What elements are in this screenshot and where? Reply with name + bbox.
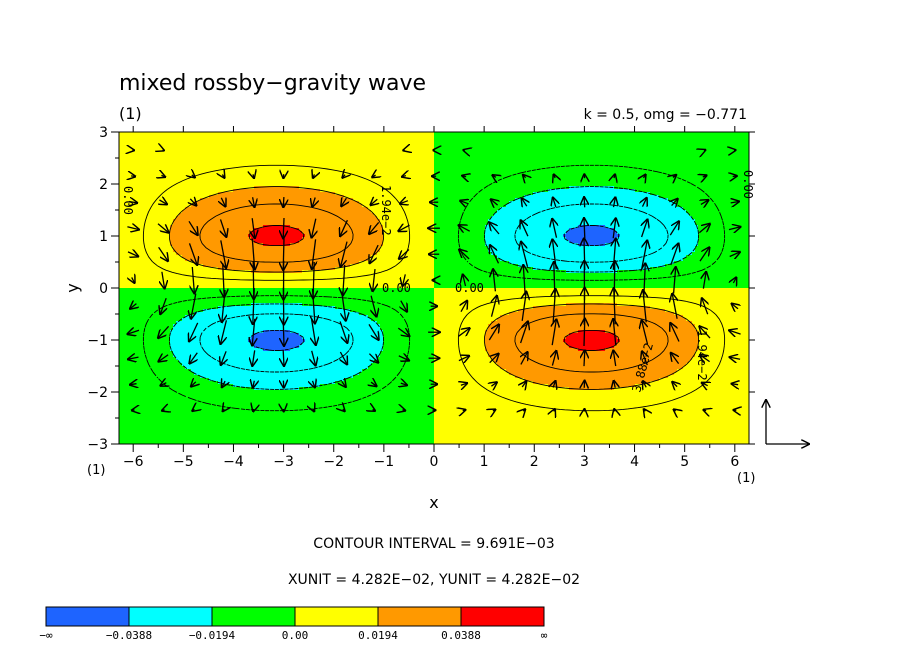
y-axis-label: y	[63, 283, 82, 292]
vector-arrow	[463, 410, 466, 411]
colorbar-tick-label: −0.0194	[189, 629, 236, 642]
vector-arrow	[163, 150, 164, 151]
y-tick-label: −1	[87, 333, 108, 349]
contour-interval-text: CONTOUR INTERVAL = 9.691E−03	[313, 536, 554, 552]
x-tick-label: −6	[123, 454, 144, 470]
y-tick-label: 1	[99, 229, 108, 245]
x-tick-label: 2	[530, 454, 539, 470]
x-tick-label: 5	[680, 454, 689, 470]
contour-label: 0.00	[455, 281, 484, 295]
vector-arrow	[131, 176, 135, 177]
x-tick-label: 1	[480, 454, 489, 470]
contour-label: 1.94e−2	[379, 185, 393, 236]
x-tick-label: −3	[273, 454, 294, 470]
vector-arrow	[584, 238, 585, 270]
colorbar-tick-label: 0.0388	[441, 629, 481, 642]
vector-arrow	[283, 350, 284, 366]
colorbar-swatch	[129, 607, 212, 626]
colorbar-tick-label: −∞	[39, 629, 53, 642]
vector-arrow	[283, 197, 284, 207]
x-tick-label: 6	[730, 454, 739, 470]
chart-title: mixed rossby−gravity wave	[119, 71, 426, 96]
vector-arrow	[614, 261, 615, 299]
vector-arrow	[704, 150, 705, 151]
x-tick-label: 0	[430, 454, 439, 470]
vector-arrow	[733, 176, 737, 177]
colorbar-swatch	[378, 607, 461, 626]
colorbar-swatch	[46, 607, 129, 626]
vector-arrow	[584, 197, 585, 207]
x-axis-label: x	[429, 493, 438, 512]
x-tick-label: 3	[580, 454, 589, 470]
y-tick-label: 2	[99, 177, 108, 193]
x-tick-label: −2	[323, 454, 344, 470]
vector-arrow	[283, 238, 284, 270]
contour-label: 0.00	[121, 186, 135, 215]
x-tick-label: −4	[223, 454, 244, 470]
colorbar-tick-label: 0.0194	[358, 629, 398, 642]
x-unit-label-right: (1)	[737, 471, 755, 486]
vector-arrow	[584, 218, 585, 238]
subtitle-right: k = 0.5, omg = −0.771	[584, 107, 747, 123]
colorbar-swatch	[212, 607, 295, 626]
colorbar-swatch	[461, 607, 544, 626]
x-tick-label: −5	[173, 454, 194, 470]
y-tick-label: −3	[87, 437, 108, 453]
vector-reference-arrows	[766, 400, 809, 444]
vector-arrow	[283, 218, 284, 238]
vector-arrow	[253, 261, 254, 299]
x-unit-label-left: (1)	[87, 463, 105, 478]
x-tick-label: −1	[374, 454, 395, 470]
vector-unit-text: XUNIT = 4.282E−02, YUNIT = 4.282E−02	[288, 572, 580, 588]
y-tick-label: −2	[87, 385, 108, 401]
x-tick-label: 4	[630, 454, 639, 470]
y-tick-label: 3	[99, 125, 108, 141]
subtitle-left: (1)	[119, 104, 142, 123]
colorbar-tick-label: ∞	[541, 629, 548, 642]
contour-label: 1.94e−2	[695, 330, 709, 381]
y-tick-label: 0	[99, 281, 108, 297]
chart-figure: mixed rossby−gravity wave (1) k = 0.5, o…	[0, 0, 904, 654]
vector-arrow	[403, 410, 406, 411]
colorbar: −∞ −0.0388 −0.0194 0.00 0.0194 0.0388 ∞	[39, 607, 547, 642]
contour-label: 0.00	[382, 281, 411, 295]
filled-contour-field	[119, 132, 750, 445]
vector-arrow	[253, 409, 254, 411]
colorbar-tick-label: −0.0388	[106, 629, 152, 642]
vector-arrow	[584, 350, 585, 366]
vector-arrow	[614, 409, 615, 411]
colorbar-tick-label: 0.00	[282, 629, 309, 642]
colorbar-swatch	[295, 607, 378, 626]
